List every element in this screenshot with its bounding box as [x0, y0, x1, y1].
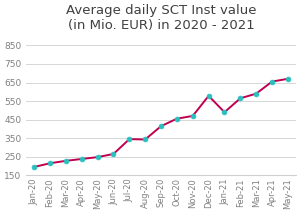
- Title: Average daily SCT Inst value
(in Mio. EUR) in 2020 - 2021: Average daily SCT Inst value (in Mio. EU…: [66, 4, 256, 32]
